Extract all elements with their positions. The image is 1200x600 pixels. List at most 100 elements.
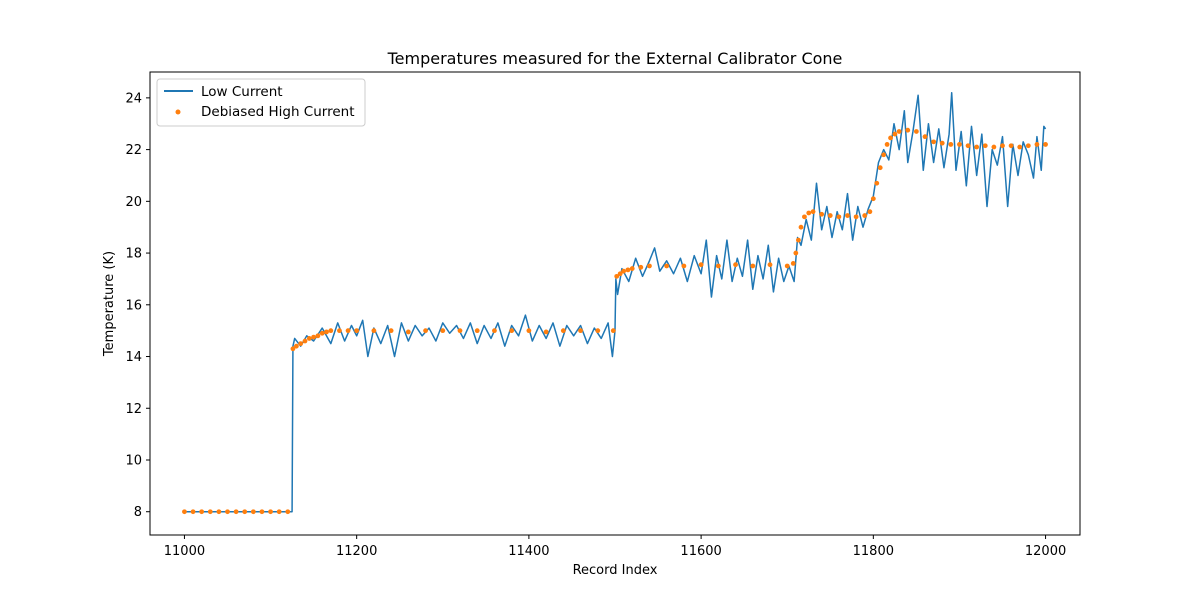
debiased-high-current-point	[881, 152, 887, 158]
debiased-high-current-point	[784, 263, 790, 269]
debiased-high-current-point	[1008, 143, 1014, 149]
debiased-high-current-point	[874, 180, 880, 186]
debiased-high-current-point	[259, 509, 265, 515]
debiased-high-current-point	[819, 211, 825, 217]
debiased-high-current-point	[324, 329, 329, 335]
debiased-high-current-point	[337, 328, 342, 334]
debiased-high-current-point	[664, 263, 670, 269]
y-tick-label: 14	[125, 350, 142, 365]
series-scatter-layer	[182, 127, 1048, 515]
debiased-high-current-point	[948, 142, 954, 147]
y-tick-label: 12	[125, 402, 142, 417]
debiased-high-current-point	[1034, 142, 1040, 147]
x-tick-label: 11200	[336, 544, 377, 559]
debiased-high-current-point	[199, 509, 205, 515]
debiased-high-current-point	[905, 127, 911, 133]
legend-scatter-swatch	[175, 109, 181, 115]
debiased-high-current-point	[182, 509, 187, 515]
debiased-high-current-point	[974, 144, 980, 150]
debiased-high-current-point	[733, 262, 738, 268]
debiased-high-current-point	[328, 328, 334, 334]
debiased-high-current-point	[610, 328, 616, 334]
debiased-high-current-point	[836, 214, 842, 220]
legend-label-low-current: Low Current	[201, 84, 283, 100]
debiased-high-current-point	[1025, 143, 1031, 149]
debiased-high-current-point	[354, 328, 360, 334]
debiased-high-current-point	[319, 330, 325, 336]
legend-frame	[156, 78, 366, 127]
debiased-high-current-point	[315, 333, 321, 339]
debiased-high-current-point	[457, 328, 463, 334]
debiased-high-current-point	[250, 509, 256, 515]
debiased-high-current-point	[1017, 144, 1023, 150]
debiased-high-current-point	[767, 262, 773, 268]
debiased-high-current-point	[207, 509, 213, 515]
debiased-high-current-point	[931, 139, 937, 145]
debiased-high-current-point	[750, 263, 756, 269]
debiased-high-current-point	[810, 209, 816, 215]
debiased-high-current-point	[870, 196, 876, 202]
debiased-high-current-point	[276, 509, 282, 515]
x-tick-label: 11800	[853, 544, 894, 559]
debiased-high-current-point	[796, 237, 801, 243]
plot-area	[149, 71, 1081, 536]
legend-label-debiased-high-current: Debiased High Current	[201, 104, 355, 120]
debiased-high-current-point	[1000, 143, 1005, 149]
debiased-high-current-point	[965, 143, 971, 149]
debiased-high-current-point	[877, 165, 883, 171]
debiased-high-current-point	[285, 509, 291, 515]
y-tick-label: 24	[125, 91, 142, 106]
debiased-high-current-point	[345, 328, 351, 334]
debiased-high-current-point	[629, 266, 635, 271]
debiased-high-current-point	[790, 261, 796, 266]
debiased-high-current-point	[388, 328, 394, 334]
debiased-high-current-point	[892, 131, 898, 137]
debiased-high-current-point	[1043, 142, 1048, 147]
debiased-high-current-point	[311, 334, 317, 340]
debiased-high-current-point	[614, 273, 620, 279]
debiased-high-current-point	[827, 213, 833, 218]
series-line-layer	[184, 91, 1047, 513]
x-tick-label: 11600	[680, 544, 721, 559]
debiased-high-current-point	[233, 509, 239, 515]
debiased-high-current-point	[715, 263, 721, 269]
y-tick-label: 10	[125, 453, 142, 468]
debiased-high-current-point	[888, 135, 893, 141]
debiased-high-current-point	[578, 328, 583, 334]
debiased-high-current-point	[543, 329, 549, 335]
debiased-high-current-point	[939, 140, 945, 146]
debiased-high-current-point	[806, 210, 812, 216]
debiased-high-current-point	[798, 224, 804, 230]
y-tick-label: 18	[125, 247, 142, 262]
debiased-high-current-point	[371, 328, 377, 334]
debiased-high-current-point	[474, 328, 480, 334]
debiased-high-current-point	[190, 509, 196, 515]
x-axis: 11000 11200 11400 11600 11800 12000	[164, 535, 1066, 559]
debiased-high-current-point	[793, 250, 799, 256]
x-tick-label: 11000	[164, 544, 205, 559]
plot-frame	[149, 71, 1081, 536]
debiased-high-current-point	[595, 328, 601, 334]
debiased-high-current-point	[560, 328, 566, 334]
debiased-high-current-point	[982, 143, 988, 149]
debiased-high-current-point	[617, 271, 623, 277]
debiased-high-current-point	[922, 134, 928, 140]
debiased-high-current-point	[298, 341, 304, 346]
debiased-high-current-point	[293, 343, 299, 349]
legend: Low Current Debiased High Current	[156, 78, 366, 127]
debiased-high-current-point	[853, 214, 859, 220]
debiased-high-current-point	[957, 142, 962, 147]
debiased-high-current-point	[405, 329, 411, 335]
debiased-high-current-point	[698, 262, 704, 268]
debiased-high-current-point	[268, 509, 273, 515]
y-tick-label: 8	[134, 505, 142, 520]
y-tick-label: 20	[125, 195, 142, 210]
debiased-high-current-point	[913, 129, 919, 134]
y-axis: 8 10 12 14 16 18 20 22 24	[125, 91, 150, 520]
debiased-high-current-point	[302, 338, 308, 344]
x-tick-label: 11400	[508, 544, 549, 559]
debiased-high-current-point	[242, 509, 248, 515]
debiased-high-current-point	[991, 144, 997, 150]
x-axis-label: Record Index	[573, 563, 658, 578]
